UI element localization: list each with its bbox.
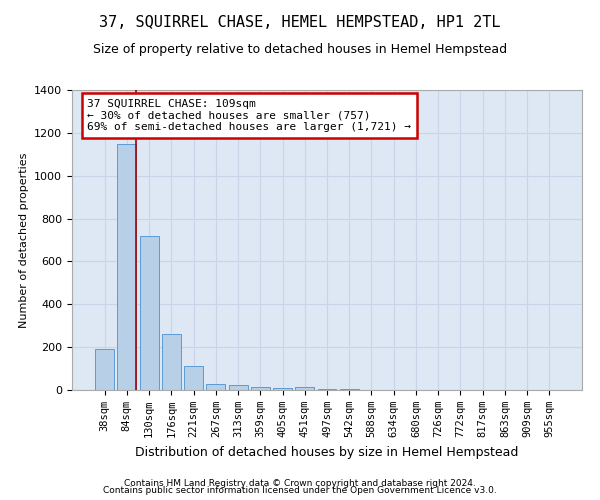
Text: Size of property relative to detached houses in Hemel Hempstead: Size of property relative to detached ho…: [93, 42, 507, 56]
Text: Contains public sector information licensed under the Open Government Licence v3: Contains public sector information licen…: [103, 486, 497, 495]
Bar: [162, 334, 181, 390]
Bar: [95, 350, 114, 390]
Text: 37, SQUIRREL CHASE, HEMEL HEMPSTEAD, HP1 2TL: 37, SQUIRREL CHASE, HEMEL HEMPSTEAD, HP1…: [99, 15, 501, 30]
Text: Contains HM Land Registry data © Crown copyright and database right 2024.: Contains HM Land Registry data © Crown c…: [124, 478, 476, 488]
Bar: [251, 387, 270, 390]
Text: 37 SQUIRREL CHASE: 109sqm
← 30% of detached houses are smaller (757)
69% of semi: 37 SQUIRREL CHASE: 109sqm ← 30% of detac…: [88, 99, 412, 132]
Bar: [340, 389, 359, 390]
Bar: [295, 387, 314, 390]
X-axis label: Distribution of detached houses by size in Hemel Hempstead: Distribution of detached houses by size …: [136, 446, 518, 458]
Bar: [118, 144, 136, 390]
Y-axis label: Number of detached properties: Number of detached properties: [19, 152, 29, 328]
Bar: [317, 389, 337, 390]
Bar: [273, 388, 292, 390]
Bar: [206, 384, 225, 390]
Bar: [140, 236, 158, 390]
Bar: [229, 384, 248, 390]
Bar: [184, 366, 203, 390]
